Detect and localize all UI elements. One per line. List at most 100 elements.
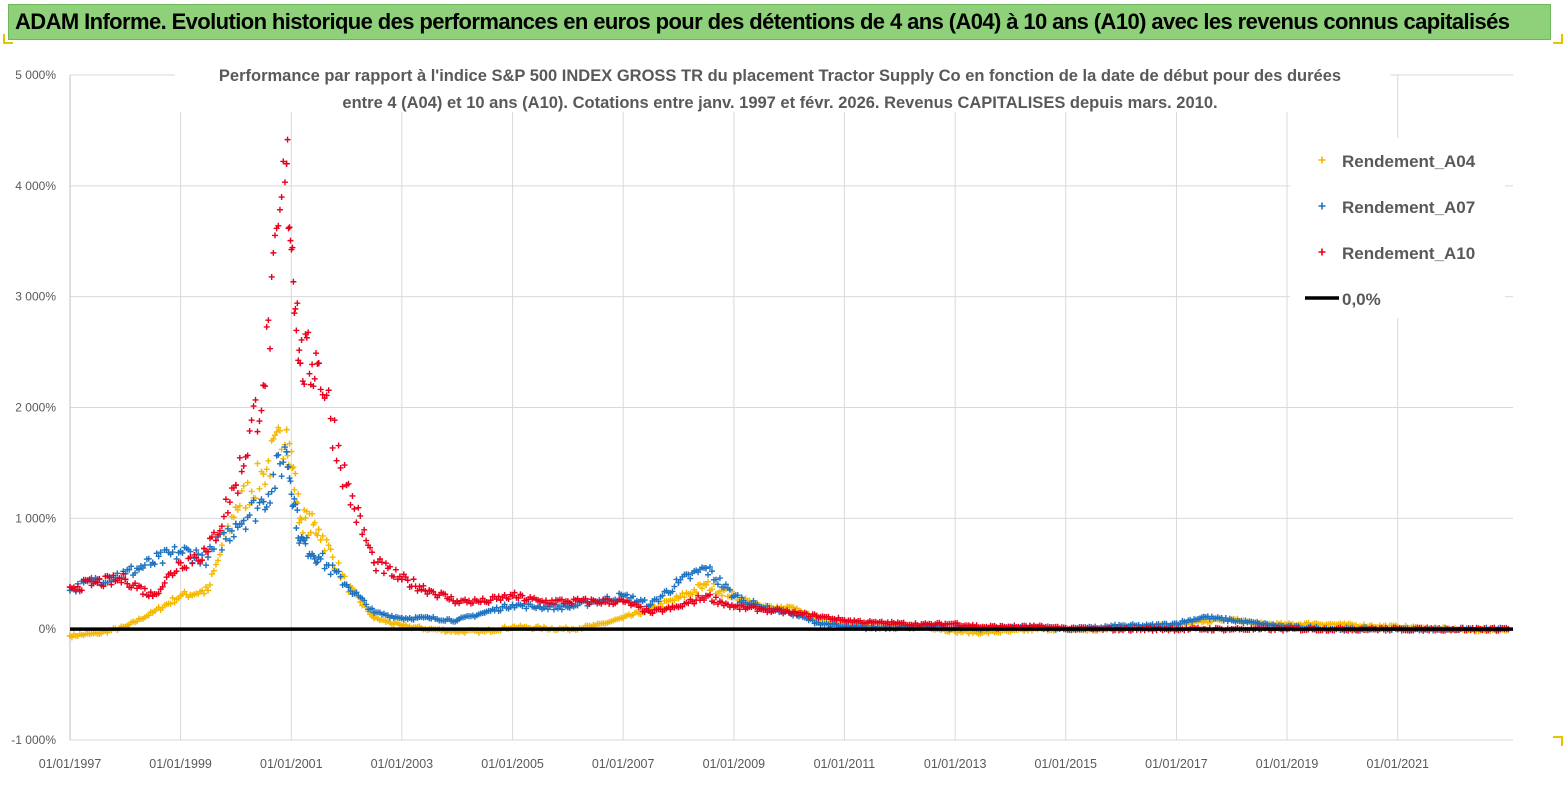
data-point xyxy=(201,590,208,597)
data-point xyxy=(252,518,259,525)
data-point xyxy=(1226,616,1233,623)
data-point xyxy=(347,501,354,508)
data-point xyxy=(263,503,270,510)
data-point xyxy=(210,529,217,536)
data-point xyxy=(278,473,285,480)
data-point xyxy=(363,601,370,608)
x-tick-label: 01/01/2003 xyxy=(371,757,434,771)
data-point xyxy=(256,499,263,506)
data-point xyxy=(122,576,129,583)
data-point xyxy=(329,444,336,451)
data-point xyxy=(726,586,733,593)
data-point xyxy=(222,535,229,542)
data-point xyxy=(325,387,332,394)
data-point xyxy=(286,440,293,447)
selection-handle[interactable] xyxy=(3,34,13,44)
data-point xyxy=(390,573,397,580)
data-point xyxy=(88,582,95,589)
data-point xyxy=(712,594,719,601)
data-point xyxy=(681,594,688,601)
data-point xyxy=(689,591,696,598)
data-point xyxy=(424,613,431,620)
data-point xyxy=(505,596,512,603)
data-point xyxy=(349,492,356,499)
data-point xyxy=(242,526,249,533)
data-point xyxy=(414,587,421,594)
data-point xyxy=(104,579,111,586)
selection-handle[interactable] xyxy=(1553,34,1563,44)
data-point xyxy=(335,568,342,575)
data-point xyxy=(624,591,631,598)
data-point xyxy=(687,575,694,582)
data-point xyxy=(392,566,399,573)
data-point xyxy=(370,559,378,566)
x-tick-label: 01/01/2015 xyxy=(1034,757,1097,771)
series-Rendement_A04 xyxy=(66,424,1512,641)
data-point xyxy=(226,499,233,506)
series-Rendement_A10 xyxy=(66,136,1512,634)
data-point xyxy=(171,543,178,550)
data-point xyxy=(321,565,328,572)
data-point xyxy=(311,519,318,526)
x-axis-ticks: 01/01/1997 01/01/1999 01/01/2001 01/01/2003… xyxy=(39,757,1429,771)
data-point xyxy=(100,583,107,590)
data-point xyxy=(497,597,504,604)
data-point xyxy=(281,179,288,186)
data-point xyxy=(275,222,282,229)
data-point xyxy=(950,620,957,627)
data-point xyxy=(645,607,652,614)
legend-box xyxy=(1290,138,1505,318)
data-point xyxy=(792,608,799,615)
data-point xyxy=(206,581,213,588)
data-point xyxy=(204,587,212,594)
x-tick-label: 01/01/2019 xyxy=(1256,757,1319,771)
data-point xyxy=(244,479,251,486)
data-point xyxy=(285,225,292,232)
data-point xyxy=(299,529,306,536)
data-point xyxy=(667,606,674,613)
chart-title-line-1: Performance par rapport à l'indice S&P 5… xyxy=(219,67,1341,85)
data-point xyxy=(270,471,277,478)
data-point xyxy=(590,597,597,604)
data-point xyxy=(297,515,304,522)
data-point xyxy=(386,563,393,570)
data-point xyxy=(347,587,354,594)
data-point xyxy=(273,428,280,435)
data-point xyxy=(283,160,290,167)
data-point xyxy=(250,497,257,504)
data-point xyxy=(314,532,321,539)
data-point xyxy=(497,607,504,614)
data-point xyxy=(296,519,303,526)
data-point xyxy=(212,561,219,568)
data-point xyxy=(167,600,174,607)
data-point xyxy=(691,600,698,607)
data-point xyxy=(325,542,332,549)
data-point xyxy=(337,573,344,580)
data-point xyxy=(722,581,729,588)
data-point xyxy=(809,617,816,624)
data-point xyxy=(132,569,139,576)
data-point xyxy=(752,604,759,611)
data-point xyxy=(155,590,162,597)
data-point xyxy=(319,532,326,539)
x-tick-label: 01/01/2005 xyxy=(481,757,544,771)
data-point xyxy=(276,427,283,434)
selection-handle[interactable] xyxy=(1553,736,1563,746)
x-tick-label: 01/01/2009 xyxy=(703,757,766,771)
data-point xyxy=(784,607,791,614)
data-point xyxy=(363,537,370,544)
data-point xyxy=(238,468,245,475)
data-point xyxy=(649,610,656,617)
data-point xyxy=(655,598,662,605)
data-point xyxy=(314,559,321,566)
data-point xyxy=(317,537,324,544)
data-point xyxy=(299,378,306,385)
data-point xyxy=(220,513,227,520)
data-point xyxy=(141,585,148,592)
data-point xyxy=(728,602,735,609)
data-point xyxy=(671,583,678,590)
data-point xyxy=(736,598,743,605)
data-point xyxy=(1254,619,1261,626)
data-point xyxy=(254,428,261,435)
data-point xyxy=(424,590,431,597)
